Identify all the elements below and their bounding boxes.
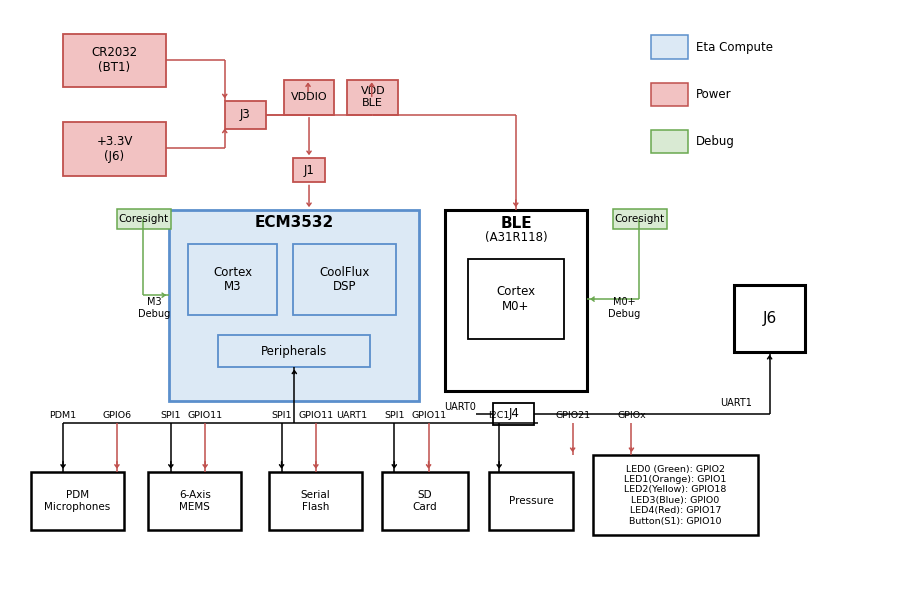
Text: Coresight: Coresight <box>119 214 169 224</box>
Bar <box>651 35 688 59</box>
Text: GPIO11: GPIO11 <box>187 411 223 420</box>
Text: (A31R118): (A31R118) <box>485 231 547 244</box>
Text: Debug: Debug <box>696 135 735 148</box>
Text: 6-Axis
MEMS: 6-Axis MEMS <box>179 490 211 512</box>
Text: J6: J6 <box>762 311 777 326</box>
Bar <box>734 285 805 352</box>
Bar <box>188 244 277 315</box>
Text: SD
Card: SD Card <box>412 490 437 512</box>
Text: UART1: UART1 <box>720 398 752 408</box>
Text: Peripherals: Peripherals <box>260 345 327 358</box>
Text: Serial
Flash: Serial Flash <box>301 490 330 512</box>
Text: UART0: UART0 <box>443 402 475 412</box>
Text: Cortex
M0+: Cortex M0+ <box>496 285 536 313</box>
Text: GPIO11: GPIO11 <box>298 411 334 420</box>
Text: Power: Power <box>696 88 732 101</box>
Text: GPIO21: GPIO21 <box>555 411 590 420</box>
Bar <box>63 122 166 176</box>
Text: J3: J3 <box>240 108 250 122</box>
Bar <box>651 130 688 153</box>
Text: J1: J1 <box>303 164 314 177</box>
Bar <box>445 210 588 391</box>
Bar <box>117 209 171 229</box>
Text: VDD
BLE: VDD BLE <box>360 86 385 108</box>
Bar <box>269 472 362 530</box>
Text: M3
Debug: M3 Debug <box>138 297 170 319</box>
Text: +3.3V
(J6): +3.3V (J6) <box>96 134 133 163</box>
Bar <box>225 101 266 128</box>
Bar <box>293 158 324 182</box>
Text: BLE: BLE <box>501 216 532 231</box>
Text: LED0 (Green): GPIO2
LED1(Orange): GPIO1
LED2(Yellow): GPIO18
LED3(Blue): GPIO0
L: LED0 (Green): GPIO2 LED1(Orange): GPIO1 … <box>624 465 727 525</box>
Text: PDM1: PDM1 <box>49 411 77 420</box>
Bar <box>148 472 241 530</box>
Bar <box>283 80 335 115</box>
Text: GPIOx: GPIOx <box>617 411 646 420</box>
Text: CoolFlux
DSP: CoolFlux DSP <box>320 266 370 294</box>
Text: VDDIO: VDDIO <box>291 92 327 102</box>
Bar <box>468 259 564 339</box>
Text: M0+
Debug: M0+ Debug <box>609 297 641 319</box>
Text: CR2032
(BT1): CR2032 (BT1) <box>91 46 137 74</box>
Bar <box>489 472 573 530</box>
Text: J4: J4 <box>508 407 519 420</box>
Text: GPIO6: GPIO6 <box>102 411 132 420</box>
Bar <box>293 244 397 315</box>
Bar <box>651 83 688 106</box>
Bar <box>612 209 666 229</box>
Text: Pressure: Pressure <box>508 496 553 506</box>
Text: UART1: UART1 <box>336 411 367 420</box>
Text: Eta Compute: Eta Compute <box>696 41 773 54</box>
Text: ECM3532: ECM3532 <box>254 215 334 230</box>
Text: SPI1: SPI1 <box>271 411 292 420</box>
Text: SPI1: SPI1 <box>161 411 181 420</box>
Bar <box>218 336 370 367</box>
Bar <box>169 210 419 401</box>
Bar <box>347 80 399 115</box>
Bar <box>494 403 535 424</box>
Text: Cortex
M3: Cortex M3 <box>213 266 252 294</box>
Text: SPI1: SPI1 <box>384 411 405 420</box>
Bar <box>31 472 123 530</box>
Text: GPIO11: GPIO11 <box>411 411 446 420</box>
Bar <box>593 455 758 535</box>
Bar <box>381 472 468 530</box>
Text: PDM
Microphones: PDM Microphones <box>44 490 111 512</box>
Text: Coresight: Coresight <box>615 214 664 224</box>
Bar <box>63 33 166 88</box>
Text: I2C1: I2C1 <box>488 411 510 420</box>
